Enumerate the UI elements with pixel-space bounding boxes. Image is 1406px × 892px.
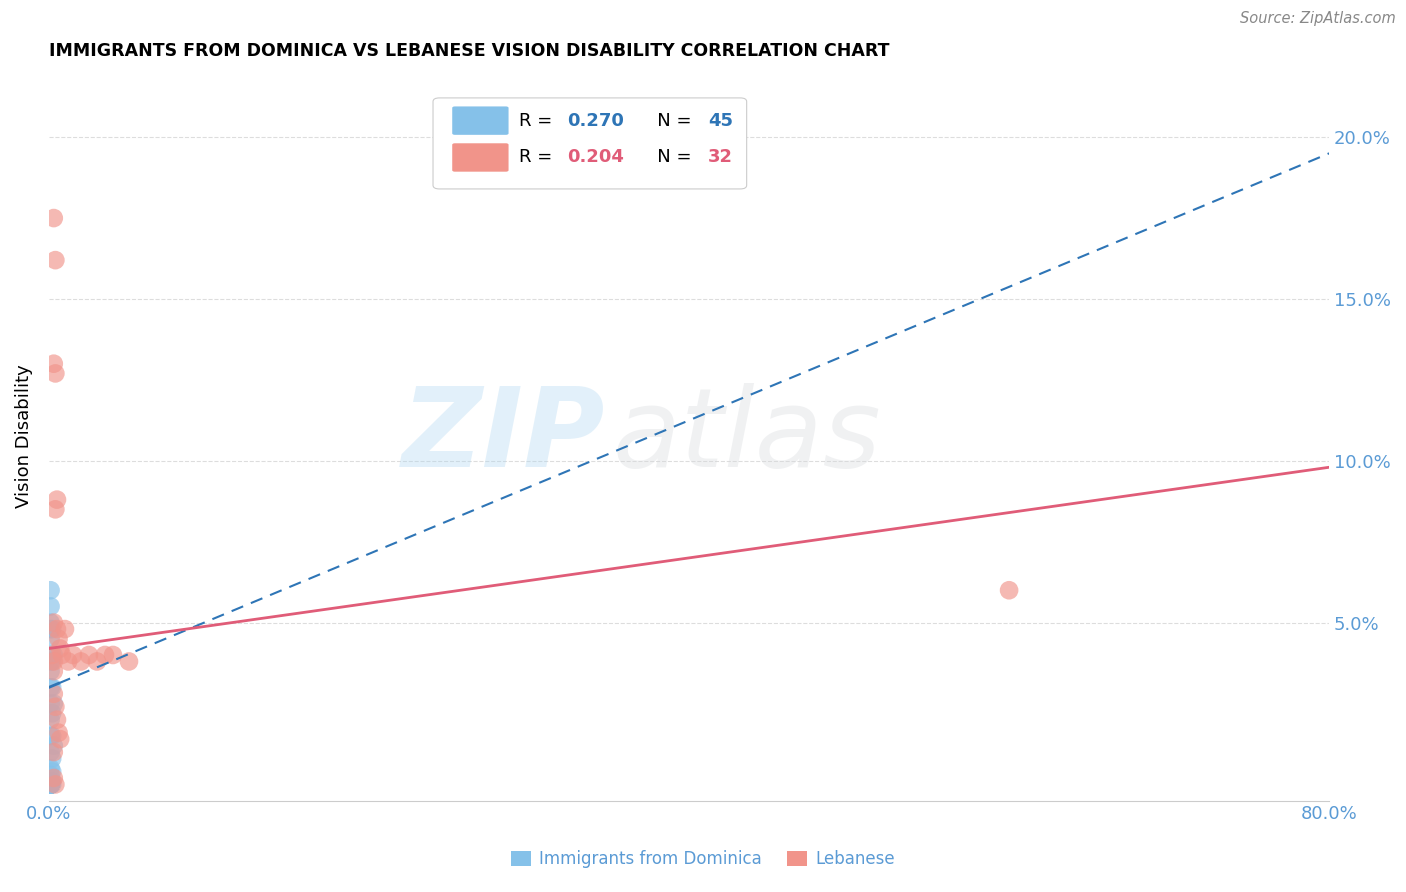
Point <box>998 583 1021 598</box>
Point <box>44 699 66 714</box>
Point <box>42 357 65 371</box>
Point <box>39 648 62 662</box>
Point <box>42 771 65 785</box>
Point <box>42 211 65 225</box>
Point <box>118 655 141 669</box>
Point <box>44 367 66 381</box>
Point <box>49 732 72 747</box>
Point <box>39 777 62 791</box>
Point <box>39 777 62 791</box>
Point <box>39 777 62 791</box>
Point <box>44 502 66 516</box>
Point <box>39 615 62 630</box>
Point <box>39 664 62 678</box>
Point <box>41 751 63 765</box>
Point <box>86 655 108 669</box>
Text: R =: R = <box>519 112 558 129</box>
Point <box>39 777 62 791</box>
Point <box>39 697 62 711</box>
Point <box>39 777 62 791</box>
Point <box>46 622 69 636</box>
Point <box>39 777 62 791</box>
Point <box>41 648 63 662</box>
Point <box>39 681 62 695</box>
Text: 45: 45 <box>709 112 734 129</box>
Point <box>39 768 62 782</box>
Text: ZIP: ZIP <box>402 383 606 490</box>
Point <box>77 648 100 662</box>
Point <box>70 655 93 669</box>
Point <box>101 648 124 662</box>
Point <box>39 761 62 775</box>
Point <box>51 648 73 662</box>
Point <box>42 664 65 678</box>
Point <box>48 632 70 646</box>
Point <box>42 745 65 759</box>
Point <box>62 648 84 662</box>
Point <box>53 622 76 636</box>
FancyBboxPatch shape <box>433 98 747 189</box>
Point <box>42 687 65 701</box>
FancyBboxPatch shape <box>453 106 509 135</box>
Point <box>39 777 62 791</box>
Point <box>94 648 117 662</box>
Text: Source: ZipAtlas.com: Source: ZipAtlas.com <box>1240 11 1396 26</box>
Point <box>39 774 62 789</box>
Point <box>41 764 63 779</box>
Text: 32: 32 <box>709 148 734 167</box>
Point <box>39 777 62 791</box>
Point <box>39 599 62 614</box>
Point <box>39 777 62 791</box>
Text: 0.270: 0.270 <box>568 112 624 129</box>
Y-axis label: Vision Disability: Vision Disability <box>15 365 32 508</box>
Text: N =: N = <box>640 148 697 167</box>
Point <box>42 739 65 753</box>
Point <box>46 713 69 727</box>
Point <box>39 777 62 791</box>
Point <box>41 681 63 695</box>
Point <box>39 713 62 727</box>
Point <box>41 729 63 743</box>
Text: R =: R = <box>519 148 558 167</box>
Point <box>56 655 79 669</box>
Point <box>49 641 72 656</box>
Point <box>41 622 63 636</box>
Point <box>44 777 66 791</box>
Point <box>42 655 65 669</box>
Text: N =: N = <box>640 112 697 129</box>
Point <box>42 697 65 711</box>
Point <box>41 655 63 669</box>
Point <box>46 492 69 507</box>
Point <box>39 777 62 791</box>
Point <box>39 777 62 791</box>
Legend: Immigrants from Dominica, Lebanese: Immigrants from Dominica, Lebanese <box>505 844 901 875</box>
Point <box>41 774 63 789</box>
Point <box>41 706 63 721</box>
Point <box>39 777 62 791</box>
Point <box>44 253 66 268</box>
Point <box>39 777 62 791</box>
Point <box>39 777 62 791</box>
Point <box>39 583 62 598</box>
Point <box>39 622 62 636</box>
FancyBboxPatch shape <box>453 144 509 171</box>
Point <box>42 648 65 662</box>
Text: IMMIGRANTS FROM DOMINICA VS LEBANESE VISION DISABILITY CORRELATION CHART: IMMIGRANTS FROM DOMINICA VS LEBANESE VIS… <box>49 42 890 60</box>
Text: 0.204: 0.204 <box>568 148 624 167</box>
Point <box>39 777 62 791</box>
Point <box>42 615 65 630</box>
Point <box>39 729 62 743</box>
Point <box>48 725 70 739</box>
Point <box>39 777 62 791</box>
Point <box>39 745 62 759</box>
Point <box>41 777 63 791</box>
Point <box>39 655 62 669</box>
Point <box>39 632 62 646</box>
Text: atlas: atlas <box>612 383 882 490</box>
